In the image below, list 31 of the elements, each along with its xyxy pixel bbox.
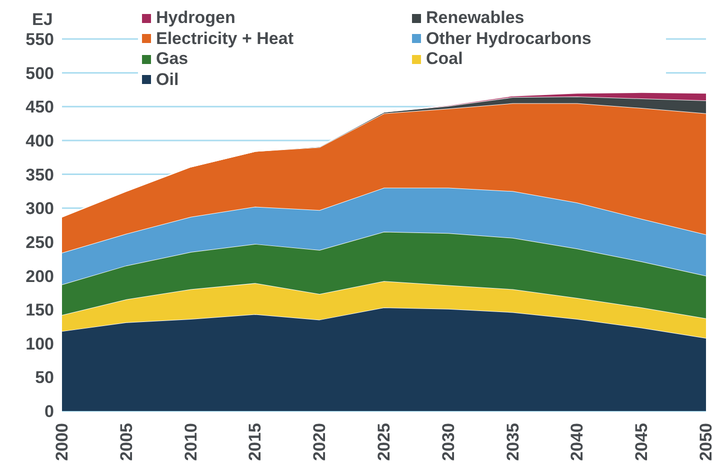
x-tick-label: 2015 xyxy=(246,423,265,461)
legend-label: Hydrogen xyxy=(156,8,236,28)
y-tick-label: 250 xyxy=(26,232,54,252)
y-tick-label: 500 xyxy=(26,64,54,83)
y-tick-label: 400 xyxy=(26,131,54,150)
legend-label: Renewables xyxy=(426,8,524,28)
y-tick-label: 50 xyxy=(35,368,54,388)
x-tick-label: 2035 xyxy=(503,423,522,461)
y-tick-label: 450 xyxy=(26,98,54,117)
y-tick-label: 0 xyxy=(44,402,54,422)
x-tick-label: 2050 xyxy=(696,423,713,461)
y-tick-label: 200 xyxy=(26,266,54,286)
legend-label: Coal xyxy=(426,49,463,70)
legend-label: Oil xyxy=(156,70,179,90)
x-tick-label: 2025 xyxy=(374,423,394,461)
y-axis-title: EJ xyxy=(32,10,53,30)
y-tick-label: 150 xyxy=(26,300,54,320)
x-tick-label: 2000 xyxy=(52,423,72,461)
legend-label: Gas xyxy=(156,49,188,70)
legend-label: Other Hydrocarbons xyxy=(426,28,592,49)
x-tick-label: 2030 xyxy=(438,423,458,461)
y-tick-label: 550 xyxy=(26,30,54,50)
y-tick-label: 350 xyxy=(26,165,54,184)
x-tick-label: 2010 xyxy=(181,423,200,461)
x-tick-label: 2040 xyxy=(568,423,587,461)
y-tick-label: 300 xyxy=(26,199,54,218)
x-tick-label: 2020 xyxy=(310,423,330,461)
legend-label: Electricity + Heat xyxy=(156,28,294,49)
x-tick-label: 2005 xyxy=(116,423,136,461)
x-tick-label: 2045 xyxy=(632,423,652,461)
y-tick-label: 100 xyxy=(26,334,54,354)
